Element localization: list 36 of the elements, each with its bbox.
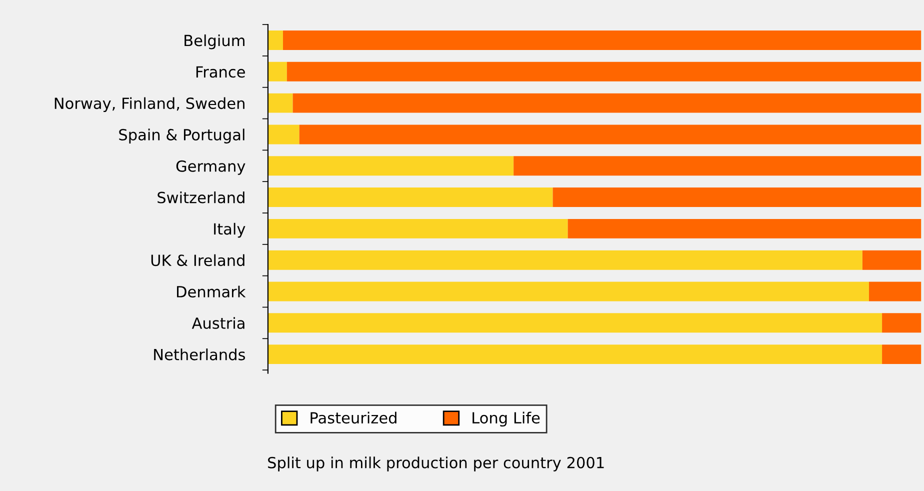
y-tick-label: Norway, Finland, Sweden xyxy=(54,97,244,112)
y-tick-label: Switzerland xyxy=(158,191,244,204)
y-tick-label: Austria xyxy=(192,317,244,329)
bar xyxy=(268,62,287,82)
legend-label: Long Life xyxy=(472,412,540,427)
bar xyxy=(268,250,862,270)
bar xyxy=(292,93,922,113)
bar xyxy=(568,218,922,238)
bar xyxy=(268,188,553,208)
y-tick-label: UK & Ireland xyxy=(151,254,244,266)
bar xyxy=(268,282,869,302)
bar xyxy=(286,62,922,82)
y-tick-label: Germany xyxy=(176,160,246,175)
legend-label: Pasteurized xyxy=(310,412,396,424)
y-tick-label: Netherlands xyxy=(154,348,245,360)
bar xyxy=(552,188,922,208)
text: Split up in milk production per country 2001 xyxy=(268,456,604,472)
bar xyxy=(882,313,922,333)
bar xyxy=(268,156,514,176)
y-tick-label: Italy xyxy=(214,222,246,238)
bar xyxy=(268,218,568,238)
y-tick-label: Denmark xyxy=(177,286,246,298)
bar xyxy=(268,93,293,113)
y-tick-label: France xyxy=(196,66,245,78)
bar xyxy=(282,30,922,50)
bar xyxy=(868,282,922,302)
bar xyxy=(862,250,922,270)
bar xyxy=(268,30,283,50)
y-tick-label: Spain & Portugal xyxy=(119,128,244,144)
bar xyxy=(268,313,882,333)
bar xyxy=(268,124,300,144)
bar xyxy=(268,344,882,364)
bar xyxy=(882,344,922,364)
y-tick-label: Belgium xyxy=(184,34,244,50)
bar xyxy=(299,124,922,144)
bar xyxy=(514,156,922,176)
